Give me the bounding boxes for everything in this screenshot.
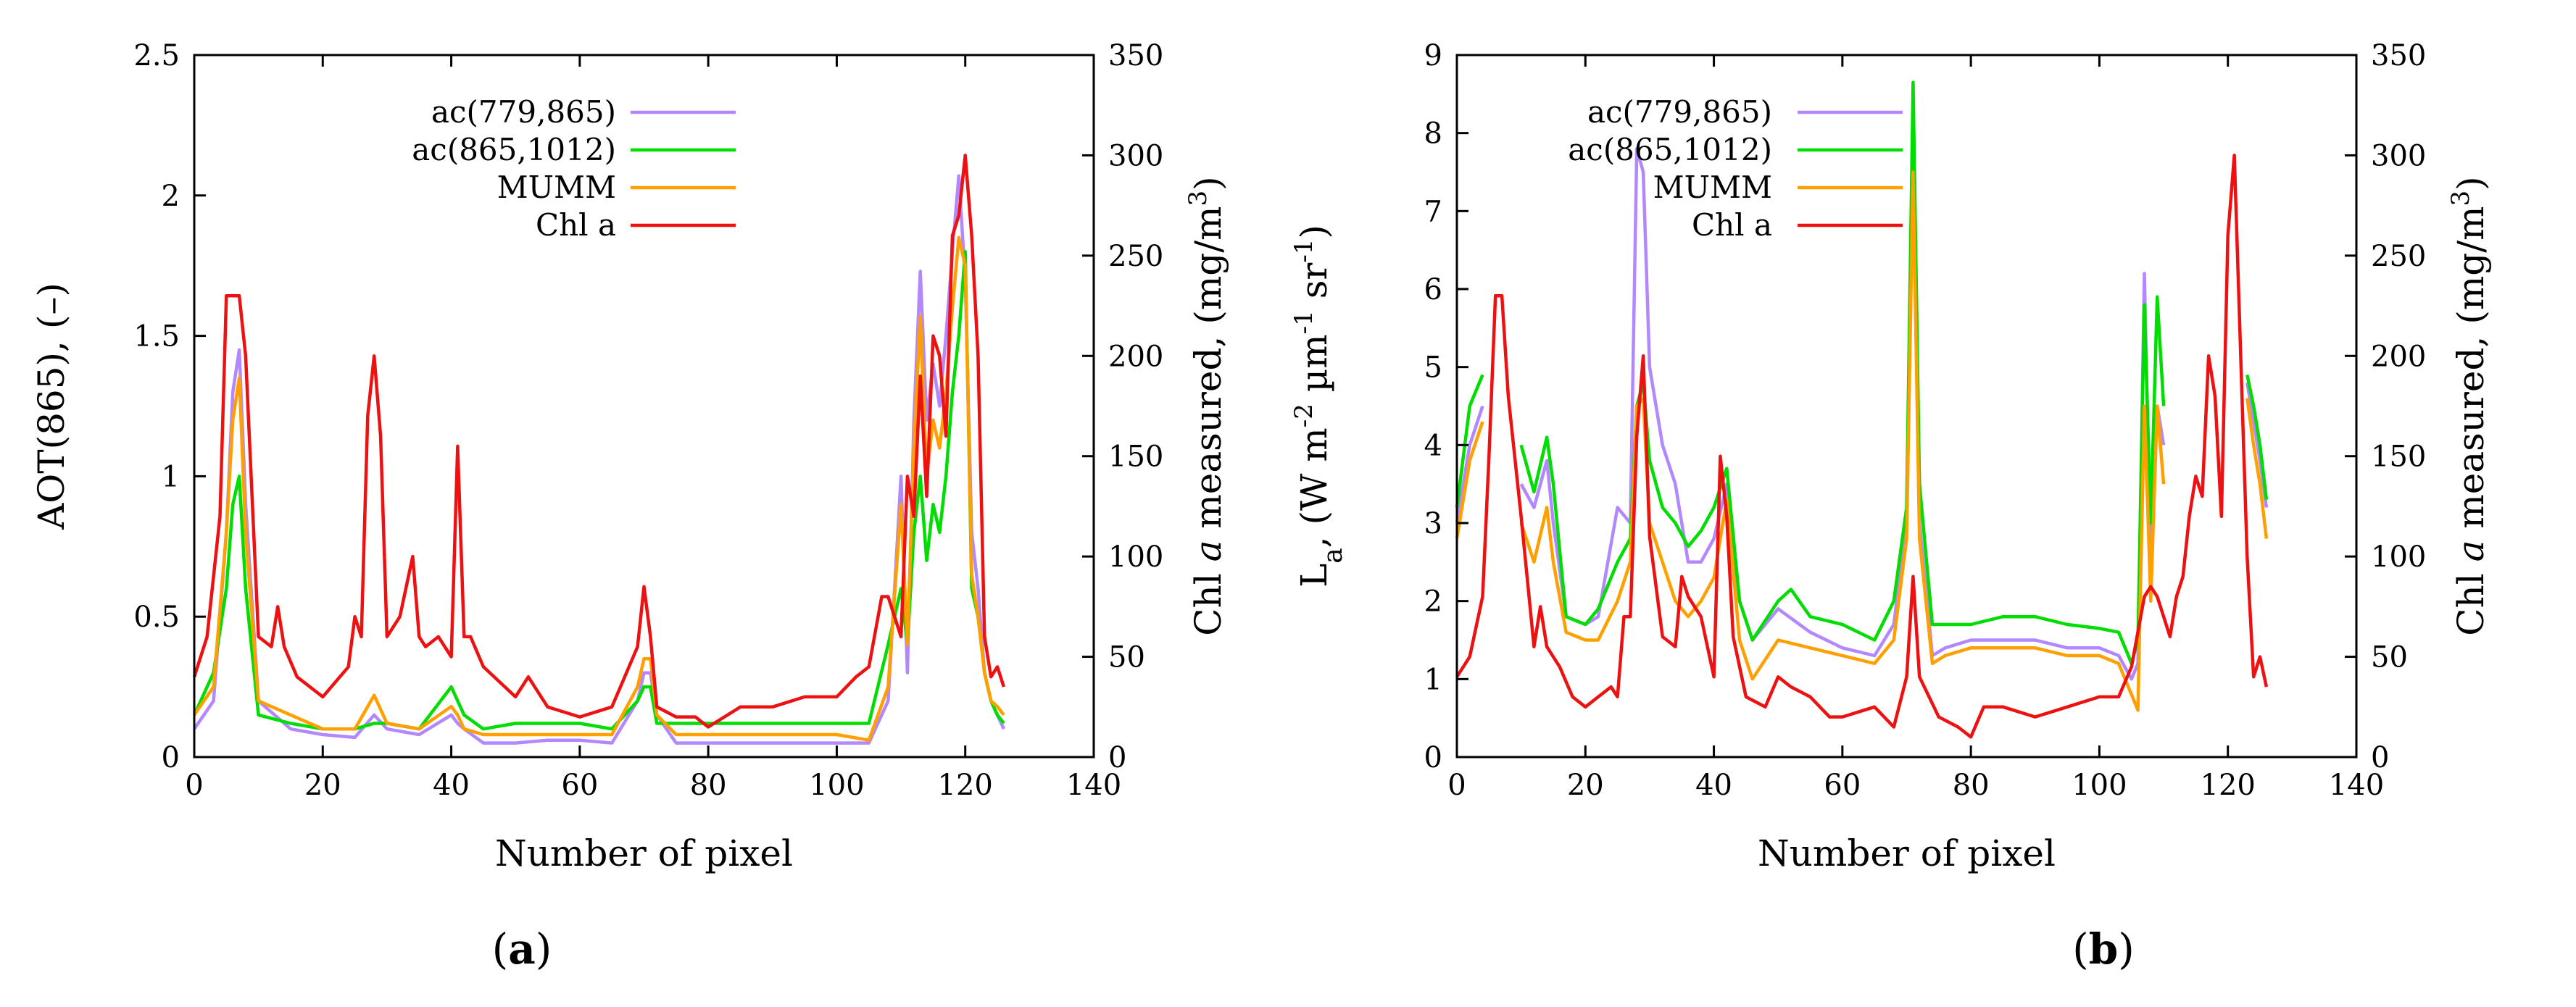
legend-entry-label: ac(865,1012) bbox=[412, 132, 616, 167]
y2-tick-label: 300 bbox=[1108, 139, 1163, 172]
y-tick-label: 7 bbox=[1424, 195, 1442, 228]
y2-tick-label: 200 bbox=[1108, 340, 1163, 373]
y2-tick-label: 100 bbox=[1108, 540, 1163, 574]
panel-b-series-chl-a-line bbox=[1455, 154, 2269, 739]
y-tick-label: 4 bbox=[1424, 429, 1442, 462]
x-tick-label: 140 bbox=[1066, 769, 1121, 802]
y-tick-label: 5 bbox=[1424, 351, 1442, 385]
x-tick-label: 0 bbox=[1447, 769, 1466, 802]
x-tick-label: 120 bbox=[2201, 769, 2256, 802]
x-tick-label: 80 bbox=[690, 769, 727, 802]
y-tick-label: 6 bbox=[1424, 273, 1442, 306]
legend-entry-label: ac(865,1012) bbox=[1568, 132, 1772, 167]
panel-b-ticks: 0 20 40 60 80 100 120 1400123456789050100150200… bbox=[1424, 39, 2427, 802]
panel-b-series-mumm-line-3 bbox=[2245, 398, 2269, 539]
legend-entry-label: ac(779,865) bbox=[431, 94, 616, 130]
y2-tick-label: 50 bbox=[2371, 641, 2408, 674]
y-tick-label: 3 bbox=[1424, 507, 1442, 540]
y2-tick-label: 250 bbox=[2371, 240, 2426, 273]
panel-b: 0 20 40 60 80 100 120 1400123456789050100150200… bbox=[1289, 39, 2492, 974]
y2-tick-label: 350 bbox=[2371, 39, 2426, 72]
y-tick-label: 0 bbox=[162, 741, 180, 774]
panel-a-series-ac-865-1012-line bbox=[192, 250, 1005, 731]
y-tick-label: 0.5 bbox=[133, 601, 180, 634]
y2-tick-label: 150 bbox=[2371, 440, 2426, 474]
legend-entry-label: MUMM bbox=[1653, 170, 1772, 205]
y-tick-label: 1 bbox=[162, 460, 180, 493]
y-tick-label: 0 bbox=[1424, 741, 1442, 774]
x-tick-label: 80 bbox=[1953, 769, 1990, 802]
y-tick-label: 9 bbox=[1424, 39, 1442, 72]
panel-b-series-ac-865-1012-line-1 bbox=[1455, 374, 1484, 508]
y2-tick-label: 200 bbox=[2371, 340, 2426, 373]
x-tick-label: 60 bbox=[1824, 769, 1861, 802]
x-tick-label: 40 bbox=[433, 769, 470, 802]
x-tick-label: 140 bbox=[2329, 769, 2384, 802]
panel-a-y2-axis-label: Chl a measured, (mg/m3) bbox=[1184, 176, 1229, 635]
panel-b-y2-axis-label: Chl a measured, (mg/m3) bbox=[2446, 176, 2492, 635]
y2-tick-label: 250 bbox=[1108, 240, 1163, 273]
panel-a-series bbox=[192, 154, 1006, 745]
panel-b-series-ac-865-1012-line-3 bbox=[2245, 374, 2269, 500]
y-tick-label: 1 bbox=[1424, 663, 1442, 696]
panel-a-series-chl-a-line bbox=[192, 154, 1006, 729]
panel-b-series bbox=[1455, 80, 2269, 739]
panel-a-y-axis-label: AOT(865), (–) bbox=[30, 283, 72, 530]
panel-b-series-ac-779-865-line-2 bbox=[1519, 146, 2166, 681]
y-tick-label: 8 bbox=[1424, 117, 1442, 151]
panel-a: 0 20 40 60 80 100 120 14000.511.522.50501001502… bbox=[30, 39, 1229, 974]
panel-b-series-ac-779-865-line-1 bbox=[1455, 405, 1484, 524]
x-tick-label: 0 bbox=[185, 769, 203, 802]
x-tick-label: 100 bbox=[809, 769, 864, 802]
y2-tick-label: 50 bbox=[1108, 641, 1145, 674]
y2-tick-label: 0 bbox=[2371, 741, 2389, 774]
y2-tick-label: 100 bbox=[2371, 540, 2426, 574]
panel-a-label: (a) bbox=[492, 924, 552, 974]
y2-tick-label: 300 bbox=[2371, 139, 2426, 172]
x-tick-label: 20 bbox=[1567, 769, 1604, 802]
panel-b-x-axis-label: Number of pixel bbox=[1758, 832, 2056, 874]
y-tick-label: 2 bbox=[1424, 585, 1442, 619]
x-tick-label: 60 bbox=[561, 769, 598, 802]
x-tick-label: 40 bbox=[1695, 769, 1732, 802]
y-tick-label: 2 bbox=[162, 180, 180, 213]
x-tick-label: 120 bbox=[938, 769, 993, 802]
panel-b-series-mumm-line-1 bbox=[1455, 421, 1484, 539]
panel-a-series-mumm-line bbox=[193, 235, 1005, 742]
panel-a-series-ac-779-865-line bbox=[193, 174, 1005, 745]
panel-b-series-mumm-line-2 bbox=[1519, 170, 2166, 712]
panel-a-x-axis-label: Number of pixel bbox=[495, 832, 793, 874]
panel-b-y-axis-label: La, (W m-2 µm-1 sr-1) bbox=[1289, 225, 1348, 588]
legend-entry-label: Chl a bbox=[1692, 207, 1772, 243]
panel-b-label: (b) bbox=[2072, 924, 2135, 974]
panel-b-series-ac-865-1012-line-2 bbox=[1519, 80, 2166, 666]
x-tick-label: 20 bbox=[304, 769, 341, 802]
panel-b-plot-frame bbox=[1455, 54, 2358, 759]
legend-entry-label: MUMM bbox=[497, 170, 616, 205]
x-tick-label: 100 bbox=[2072, 769, 2127, 802]
y-tick-label: 1.5 bbox=[133, 320, 180, 354]
panel-a-ticks: 0 20 40 60 80 100 120 14000.511.522.50501001502… bbox=[133, 39, 1163, 802]
y2-tick-label: 150 bbox=[1108, 440, 1163, 474]
y-tick-label: 2.5 bbox=[133, 39, 180, 72]
legend-entry-label: ac(779,865) bbox=[1587, 94, 1772, 130]
legend-entry-label: Chl a bbox=[536, 207, 616, 243]
y2-tick-label: 0 bbox=[1108, 741, 1126, 774]
y2-tick-label: 350 bbox=[1108, 39, 1163, 72]
panel-a-plot-frame bbox=[193, 54, 1095, 759]
